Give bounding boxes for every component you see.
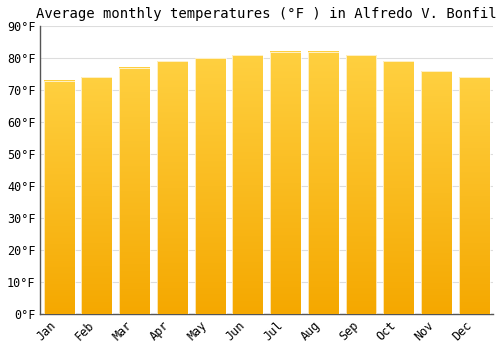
- Bar: [270, 52, 301, 314]
- Bar: [458, 77, 490, 314]
- Bar: [421, 71, 452, 314]
- Bar: [194, 58, 226, 314]
- Bar: [119, 68, 150, 314]
- Bar: [384, 62, 414, 314]
- Bar: [44, 80, 74, 314]
- Title: Average monthly temperatures (°F ) in Alfredo V. Bonfil: Average monthly temperatures (°F ) in Al…: [36, 7, 497, 21]
- Bar: [157, 62, 188, 314]
- Bar: [346, 55, 376, 314]
- Bar: [232, 55, 264, 314]
- Bar: [308, 52, 338, 314]
- Bar: [82, 77, 112, 314]
